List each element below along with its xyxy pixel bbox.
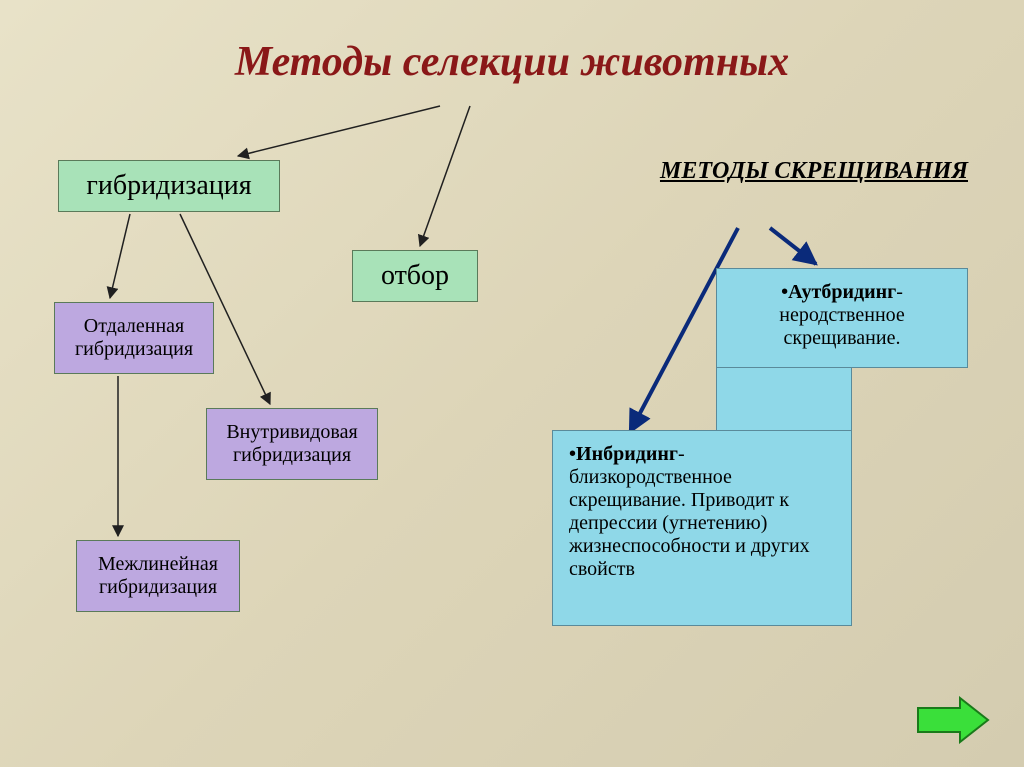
node-label: Межлинейная гибридизация [77,553,239,599]
node-label: отбор [381,260,449,292]
next-arrow-button[interactable] [916,696,990,744]
page-title: Методы селекции животных [0,38,1024,86]
node-label: гибридизация [86,170,251,202]
node-interlinear-hybridization: Межлинейная гибридизация [76,540,240,612]
node-inbreeding-notch [716,367,852,431]
node-bold: Аутбридинг [788,281,896,303]
node-outbreeding: •Аутбридинг- неродственное скрещивание. [716,268,968,368]
node-label: Отдаленная гибридизация [55,315,213,361]
node-bold: Инбридинг [576,443,678,465]
node-intraspecific-hybridization: Внутривидовая гибридизация [206,408,378,480]
node-distant-hybridization: Отдаленная гибридизация [54,302,214,374]
crossing-methods-subtitle: МЕТОДЫ СКРЕЩИВАНИЯ [654,158,974,185]
node-selection: отбор [352,250,478,302]
node-inbreeding: •Инбридинг- близкородственное скрещивани… [552,430,852,626]
node-label: Внутривидовая гибридизация [207,421,377,467]
node-hybridization: гибридизация [58,160,280,212]
connector-layer [0,0,1024,767]
